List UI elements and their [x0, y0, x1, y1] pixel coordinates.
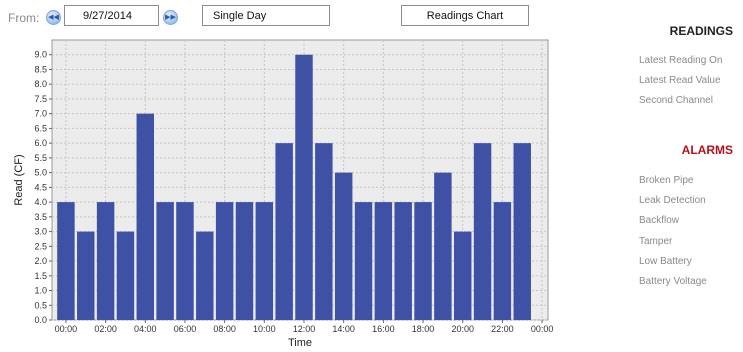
alarm-item-broken-pipe[interactable]: Broken Pipe [639, 175, 694, 186]
bar [453, 231, 472, 320]
x-tick-label: 02:00 [94, 324, 117, 334]
bar [77, 231, 95, 320]
x-tick-label: 00:00 [55, 324, 78, 334]
y-tick-label: 4.0 [34, 197, 47, 207]
bar [96, 202, 115, 320]
previous-day-icon[interactable]: ◀◀ [46, 10, 61, 25]
readings-item-latest-read-value[interactable]: Latest Read Value [639, 75, 721, 86]
bar [334, 172, 353, 320]
y-tick-label: 1.5 [34, 271, 47, 281]
bar [493, 202, 512, 320]
y-tick-label: 8.5 [34, 64, 47, 74]
y-tick-label: 6.5 [34, 123, 47, 133]
alarm-item-leak-detection[interactable]: Leak Detection [639, 195, 706, 206]
bar [215, 202, 234, 320]
bar [275, 143, 293, 320]
readings-item-second-channel[interactable]: Second Channel [639, 95, 713, 106]
alarm-item-tamper[interactable]: Tamper [639, 236, 673, 247]
date-field[interactable]: 9/27/2014 [64, 5, 159, 26]
bar [295, 54, 313, 320]
range-select[interactable]: Single Day [202, 5, 330, 26]
y-tick-label: 3.0 [34, 227, 47, 237]
y-tick-label: 5.5 [34, 153, 47, 163]
bar [136, 113, 155, 321]
y-tick-label: 0.5 [34, 300, 47, 310]
x-tick-label: 12:00 [293, 324, 316, 334]
x-tick-label: 00:00 [531, 324, 554, 334]
readings-bar-chart: 0.0 0.5 1.0 1.5 2.0 2.5 3.0 3.5 4.0 4.5 5.0 5.5 6.0 6… [13, 39, 554, 349]
y-tick-label: 1.0 [34, 286, 47, 296]
x-axis-title: Time [288, 337, 312, 349]
y-tick-label: 4.5 [34, 182, 47, 192]
x-tick-label: 20:00 [451, 324, 474, 334]
bar [116, 231, 135, 320]
y-tick-label: 2.0 [34, 256, 47, 266]
x-tick-label: 04:00 [134, 324, 157, 334]
y-tick-label: 6.0 [34, 138, 47, 148]
bar [57, 202, 75, 320]
y-tick-label: 5.0 [34, 168, 47, 178]
from-label: From: [8, 11, 40, 25]
bar [255, 202, 274, 320]
alarm-item-battery-voltage[interactable]: Battery Voltage [639, 276, 707, 287]
bar [394, 202, 412, 320]
bar [196, 231, 214, 320]
x-tick-label: 16:00 [372, 324, 395, 334]
bar [176, 202, 194, 320]
y-tick-label: 7.5 [34, 94, 47, 104]
bar [414, 202, 432, 320]
alarm-item-backflow[interactable]: Backflow [639, 215, 680, 226]
y-tick-label: 8.0 [34, 79, 47, 89]
bar [513, 143, 531, 320]
bar [315, 143, 333, 320]
x-tick-label: 06:00 [174, 324, 197, 334]
readings-item-latest-reading-on[interactable]: Latest Reading On [639, 55, 723, 66]
x-tick-label: 18:00 [412, 324, 435, 334]
y-tick-label: 2.5 [34, 241, 47, 251]
x-tick-label: 10:00 [253, 324, 276, 334]
y-tick-label: 9.0 [34, 50, 47, 60]
readings-chart-button[interactable]: Readings Chart [401, 5, 529, 26]
alarms-heading: ALARMS [681, 143, 733, 157]
x-tick-label: 08:00 [213, 324, 236, 334]
readings-heading: READINGS [669, 24, 733, 38]
bar [434, 172, 452, 320]
y-tick-label: 0.0 [34, 315, 47, 325]
y-tick-label: 3.5 [34, 212, 47, 222]
bar [374, 202, 393, 320]
bar [235, 202, 254, 320]
x-tick-label: 14:00 [332, 324, 355, 334]
alarm-item-low-battery[interactable]: Low Battery [639, 256, 692, 267]
bar [354, 202, 373, 320]
y-tick-label: 7.0 [34, 109, 47, 119]
x-tick-label: 22:00 [491, 324, 514, 334]
bar [473, 143, 492, 320]
next-day-icon[interactable]: ▶▶ [163, 10, 178, 25]
bar [156, 202, 174, 320]
y-axis-title: Read (CF) [13, 154, 25, 205]
